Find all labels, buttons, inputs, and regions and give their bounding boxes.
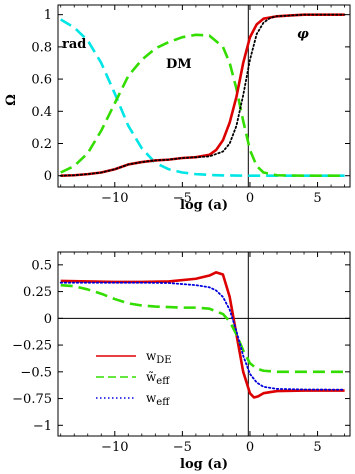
top-series-layer (59, 13, 346, 178)
bottom-axis-ticks: −10 −5 0 5 0.5 0.25 0 −0.25 −0.5 −0.75 −1 (12, 252, 350, 455)
top-ytick-label: 0.8 (31, 40, 52, 55)
bottom-ytick-label: 0.5 (31, 258, 52, 273)
legend-label-1: w̃eff (146, 370, 170, 387)
bottom-xtick-label: −5 (173, 440, 192, 455)
bottom-series-s0 (60, 271, 345, 399)
top-ytick-label: 1 (44, 8, 52, 23)
top-ytick-label: 0 (44, 169, 52, 184)
bottom-chart: −10 −5 0 50.50.250−0.25−0.5−0.75−1 log (a) … (12, 251, 351, 472)
bottom-series-layer (59, 271, 346, 399)
dm-annotation: DM (166, 57, 192, 72)
bottom-xtick-label: 0 (246, 440, 254, 455)
top-series-rad (60, 18, 345, 178)
bottom-series-s2 (59, 281, 346, 391)
rad-annotation: rad (62, 37, 86, 52)
top-ytick-label: 0.4 (31, 105, 52, 120)
top-series-phi_dotted (59, 13, 346, 177)
legend-label-2: weff (146, 391, 170, 408)
bottom-ytick-label: 0 (44, 312, 52, 327)
bottom-xtick-label: 5 (313, 440, 321, 455)
top-plot-frame (57, 4, 351, 188)
top-xtick-label: −5 (173, 191, 192, 206)
bottom-ytick-label: −1 (33, 419, 52, 434)
top-ytick-label: 0.6 (31, 73, 52, 88)
bottom-ytick-label: −0.5 (20, 365, 52, 380)
top-xtick-label: 0 (246, 191, 254, 206)
top-ytick-label: 0.2 (31, 137, 52, 152)
phi-annotation: φ (297, 27, 309, 42)
bottom-plot-frame (57, 251, 351, 437)
top-axis-ticks: −10 −5 0 5 0 0.2 0.4 0.6 0.8 1 (31, 5, 350, 206)
top-y-axis-label: Ω (4, 94, 19, 106)
bottom-series-s1 (60, 283, 345, 374)
top-xtick-label: −10 (101, 191, 128, 206)
top-series-dm (60, 33, 345, 178)
bottom-xtick-label: −10 (101, 440, 128, 455)
top-chart: −10 −5 0 5 0 0.2 0.4 0.6 0.8 1 log (a) Ω rad DM φ (4, 4, 351, 213)
top-x-axis-label: log (a) (180, 198, 228, 213)
legend: wDE w̃eff weff (96, 349, 172, 408)
bottom-x-axis-label: log (a) (180, 457, 228, 472)
bottom-ytick-label: −0.75 (12, 392, 52, 407)
legend-label-0: wDE (146, 349, 172, 366)
bottom-ytick-label: 0.25 (23, 285, 52, 300)
bottom-ytick-label: −0.25 (12, 339, 52, 354)
top-xtick-label: 5 (313, 191, 321, 206)
